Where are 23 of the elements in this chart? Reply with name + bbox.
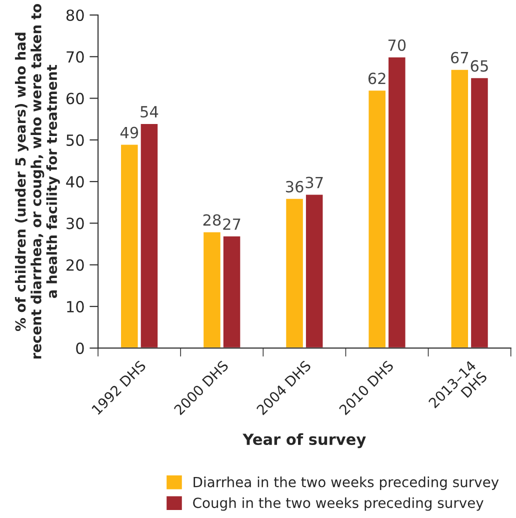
y-tick-label: 60 — [66, 92, 84, 104]
data-label: 67 — [451, 52, 468, 64]
y-axis-title: % of children (under 5 years) who had recent diarrhea, or cough, who were taken to a health facility for treatment — [14, 4, 60, 359]
data-label: 62 — [368, 72, 386, 84]
legend-label: Cough in the two weeks preceding survey — [193, 497, 484, 511]
y-tick-label: 0 — [76, 342, 84, 354]
data-label: 65 — [470, 60, 488, 72]
data-label: 27 — [223, 218, 240, 230]
y-tick-label: 40 — [66, 176, 84, 188]
data-label: 54 — [140, 106, 158, 118]
data-label: 37 — [306, 176, 323, 188]
data-label: 28 — [203, 214, 221, 226]
y-tick-label: 30 — [66, 218, 84, 230]
y-tick-label: 20 — [66, 259, 84, 271]
data-label: 70 — [388, 39, 406, 51]
x-axis-title: Year of survey — [242, 433, 366, 448]
data-label: 36 — [286, 180, 304, 192]
legend-label: Diarrhea in the two weeks preceding survey — [194, 476, 499, 490]
y-tick-label: 10 — [67, 300, 84, 312]
data-label: 49 — [120, 126, 138, 138]
y-tick-label: 80 — [66, 9, 84, 22]
y-tick-label: 50 — [66, 134, 84, 146]
y-tick-label: 70 — [66, 51, 84, 63]
